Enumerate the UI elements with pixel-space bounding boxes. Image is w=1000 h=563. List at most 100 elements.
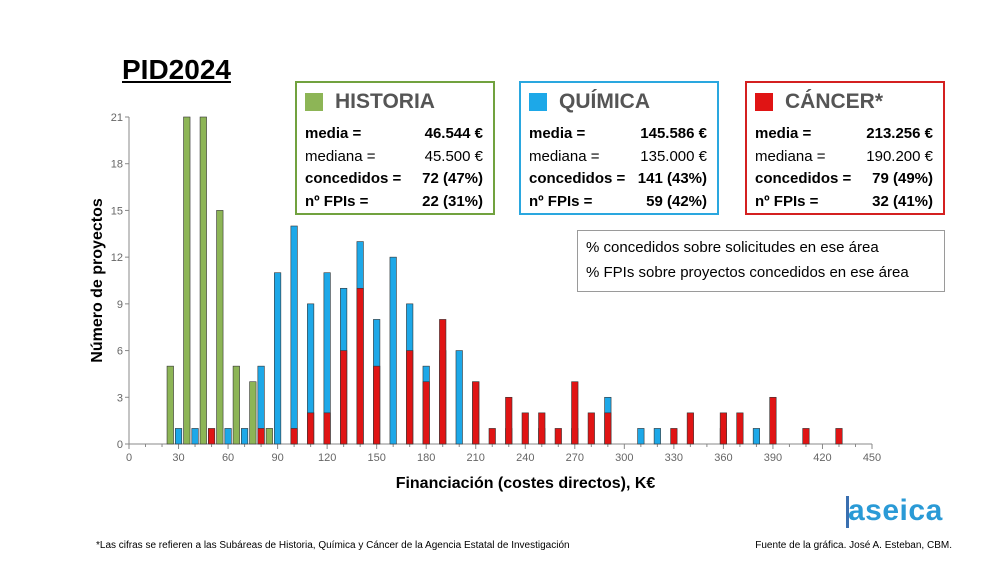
stat-value: 213.256 € [866, 125, 933, 142]
x-tick-label: 420 [813, 452, 831, 464]
stats-box-quimica: QUÍMICA media = 145.586 € mediana = 135.000 … [519, 81, 719, 215]
bar-química [174, 428, 183, 445]
x-tick-label: 300 [615, 452, 633, 464]
stats-box-header: HISTORIA [305, 87, 483, 117]
bar-historia [183, 116, 191, 445]
bar-cáncer [587, 412, 595, 445]
bar-cáncer [802, 428, 810, 445]
bar-química [455, 350, 463, 445]
bar-química [224, 428, 232, 445]
x-tick-label: 390 [764, 452, 782, 464]
bar-química [241, 428, 249, 445]
bar-cáncer [208, 428, 216, 445]
x-tick-label: 240 [516, 452, 534, 464]
bar-química [290, 225, 298, 445]
bar-cáncer [439, 319, 447, 445]
bar-cáncer [373, 365, 381, 445]
stat-label: mediana = [529, 147, 600, 165]
bar-cáncer [340, 350, 348, 445]
bar-química [752, 428, 760, 445]
stat-value: 145.586 € [640, 125, 707, 142]
x-axis-label: Financiación (costes directos), K€ [396, 475, 656, 492]
stats-box-header: QUÍMICA [529, 87, 707, 117]
stat-label: mediana = [305, 147, 376, 165]
y-tick-label: 9 [117, 299, 123, 311]
stat-mediana: mediana = 45.500 € [305, 146, 483, 169]
bar-cáncer [670, 428, 678, 445]
bar-cáncer [736, 412, 744, 445]
stat-media: media = 145.586 € [529, 123, 707, 146]
stat-value: 46.544 € [424, 125, 483, 142]
x-tick-label: 210 [467, 452, 485, 464]
x-tick-label: 0 [126, 452, 132, 464]
y-tick-label: 6 [117, 346, 123, 358]
stat-label: concedidos = [305, 170, 402, 187]
x-tick-label: 90 [271, 452, 283, 464]
bar-cáncer [307, 412, 315, 445]
stat-label: mediana = [755, 147, 826, 165]
y-tick-label: 3 [117, 392, 123, 404]
stat-value: 32 (41%) [872, 192, 933, 210]
stat-label: concedidos = [755, 170, 852, 187]
y-tick-label: 21 [111, 112, 123, 124]
x-tick-label: 360 [714, 452, 732, 464]
stat-value: 22 (31%) [422, 192, 483, 210]
stat-label: media = [305, 125, 362, 142]
bar-cáncer [505, 396, 513, 445]
bar-cáncer [719, 412, 727, 445]
source-note: Fuente de la gráfica. José A. Esteban, C… [755, 540, 952, 551]
series-swatch [305, 93, 323, 111]
bar-cáncer [323, 412, 331, 445]
bar-historia [216, 210, 224, 445]
bar-cáncer [406, 350, 414, 445]
x-tick-label: 330 [665, 452, 683, 464]
bar-cáncer [604, 412, 612, 445]
stat-value: 141 (43%) [637, 170, 707, 187]
stat-mediana: mediana = 190.200 € [755, 146, 933, 169]
stat-label: concedidos = [529, 170, 626, 187]
page-title: PID2024 [122, 54, 231, 85]
aseica-logo: aseica [848, 494, 943, 527]
stat-mediana: mediana = 135.000 € [529, 146, 707, 169]
x-tick-label: 270 [566, 452, 584, 464]
bar-química [274, 272, 282, 445]
stat-label: nº FPIs = [305, 192, 369, 210]
y-axis-label: Número de proyectos [89, 198, 106, 363]
bar-cáncer [835, 428, 843, 445]
bar-química [191, 428, 199, 445]
legend-note-line1: % concedidos sobre solicitudes en ese ár… [586, 239, 879, 256]
bar-cáncer [257, 428, 265, 445]
x-tick-label: 450 [863, 452, 881, 464]
bar-cáncer [356, 287, 364, 445]
bar-cáncer [472, 381, 480, 445]
bar-historia [166, 365, 174, 445]
x-tick-label: 60 [222, 452, 234, 464]
bar-cáncer [554, 428, 562, 445]
stats-box-historia: HISTORIA media = 46.544 € mediana = 45.500 €… [295, 81, 495, 215]
stat-value: 59 (42%) [646, 192, 707, 210]
y-tick-label: 12 [111, 252, 123, 264]
stat-value: 135.000 € [640, 147, 707, 165]
stat-label: nº FPIs = [529, 192, 593, 210]
bar-historia [232, 365, 240, 445]
stat-concedidos: concedidos = 141 (43%) [529, 168, 707, 191]
stat-media: media = 213.256 € [755, 123, 933, 146]
y-tick-label: 18 [111, 159, 123, 171]
x-tick-label: 30 [172, 452, 184, 464]
stat-concedidos: concedidos = 72 (47%) [305, 168, 483, 191]
series-swatch [755, 93, 773, 111]
stat-fpi: nº FPIs = 22 (31%) [305, 191, 483, 214]
bar-cáncer [769, 396, 777, 445]
series-name: QUÍMICA [559, 90, 650, 113]
bar-historia [249, 381, 257, 445]
bar-química [637, 428, 645, 445]
bar-cáncer [521, 412, 529, 445]
stat-fpi: nº FPIs = 32 (41%) [755, 191, 933, 214]
y-tick-label: 15 [111, 205, 123, 217]
stat-label: media = [529, 125, 586, 142]
stat-value: 45.500 € [424, 147, 483, 165]
y-tick-label: 0 [117, 439, 123, 451]
stat-media: media = 46.544 € [305, 123, 483, 146]
x-tick-label: 120 [318, 452, 336, 464]
